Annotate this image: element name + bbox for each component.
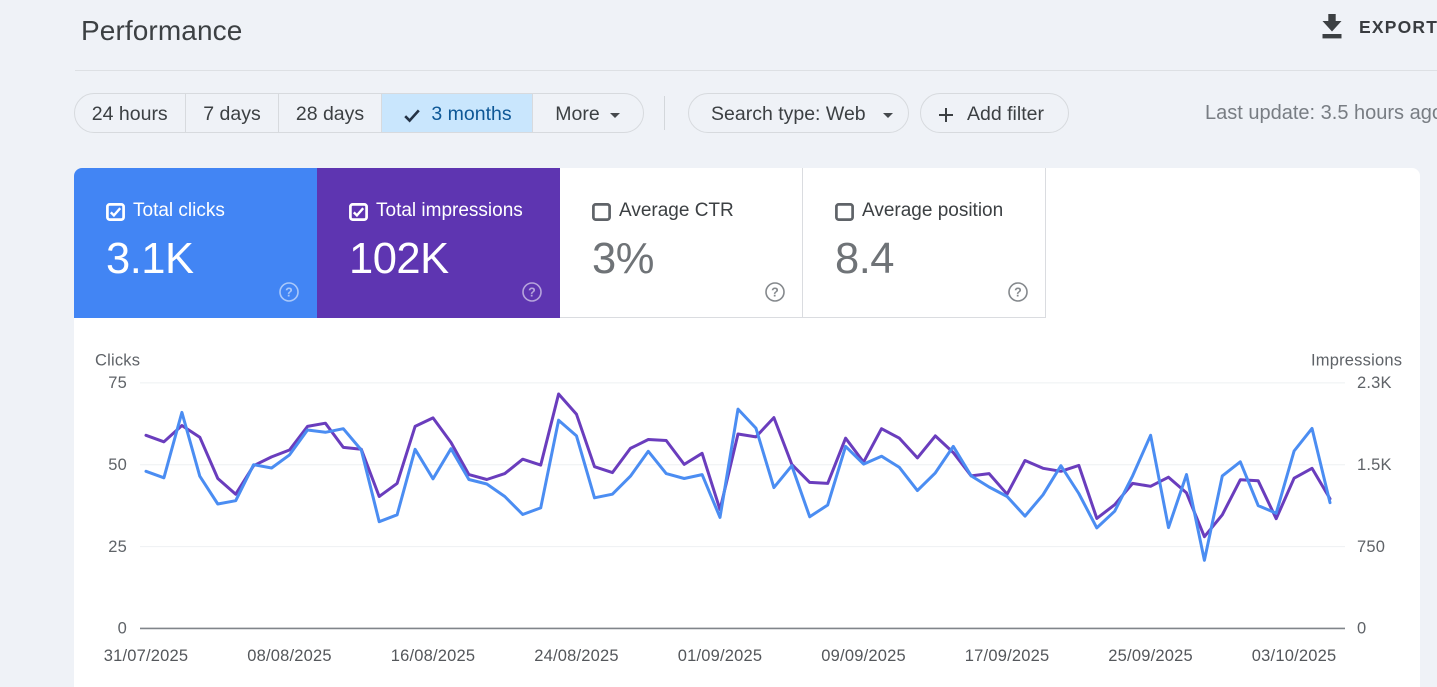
svg-text:25: 25 bbox=[108, 538, 127, 556]
svg-text:50: 50 bbox=[108, 456, 127, 474]
svg-text:?: ? bbox=[771, 286, 779, 300]
svg-text:?: ? bbox=[285, 286, 293, 300]
svg-text:0: 0 bbox=[1357, 620, 1366, 638]
svg-text:17/09/2025: 17/09/2025 bbox=[965, 647, 1050, 665]
svg-text:0: 0 bbox=[118, 620, 127, 638]
svg-text:01/09/2025: 01/09/2025 bbox=[678, 647, 763, 665]
svg-text:24/08/2025: 24/08/2025 bbox=[534, 647, 619, 665]
svg-text:1.5K: 1.5K bbox=[1357, 456, 1392, 474]
svg-text:Clicks: Clicks bbox=[95, 352, 140, 370]
svg-text:31/07/2025: 31/07/2025 bbox=[104, 647, 189, 665]
svg-text:?: ? bbox=[528, 286, 536, 300]
svg-text:75: 75 bbox=[108, 374, 127, 392]
svg-text:Impressions: Impressions bbox=[1311, 352, 1402, 370]
svg-text:08/08/2025: 08/08/2025 bbox=[247, 647, 332, 665]
svg-text:09/09/2025: 09/09/2025 bbox=[821, 647, 906, 665]
svg-text:16/08/2025: 16/08/2025 bbox=[391, 647, 476, 665]
svg-text:03/10/2025: 03/10/2025 bbox=[1252, 647, 1337, 665]
svg-text:2.3K: 2.3K bbox=[1357, 374, 1392, 392]
svg-text:?: ? bbox=[1014, 286, 1022, 300]
svg-text:750: 750 bbox=[1357, 538, 1385, 556]
svg-text:25/09/2025: 25/09/2025 bbox=[1108, 647, 1193, 665]
